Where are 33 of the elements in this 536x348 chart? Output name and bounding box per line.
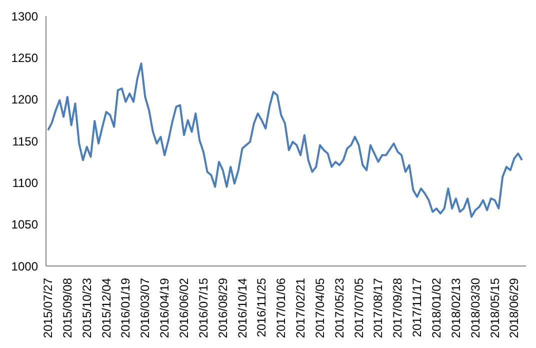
y-tick-label: 1150 [12, 134, 38, 148]
x-tick-label: 2017/07/05 [352, 278, 366, 338]
x-tick-label: 2017/11/17 [410, 278, 424, 338]
x-tick-label: 2018/05/15 [488, 278, 502, 338]
x-tick-label: 2015/09/08 [60, 278, 74, 338]
y-tick-label: 1050 [11, 218, 38, 232]
x-tick-label: 2015/07/27 [41, 278, 55, 338]
x-tick-label: 2018/02/13 [448, 278, 463, 338]
line-series [47, 62, 523, 218]
x-tick-label: 2016/04/19 [158, 278, 172, 338]
x-tick-label: 2016/06/02 [176, 278, 191, 338]
x-tick-label: 2018/01/02 [430, 278, 444, 338]
x-tick-label: 2017/05/23 [332, 278, 346, 338]
y-tick-label: 1100 [12, 176, 38, 190]
x-tick-label: 2017/01/06 [274, 278, 288, 338]
x-tick-label: 2015/10/23 [80, 278, 94, 338]
x-tick-label: 2018/03/30 [468, 278, 482, 338]
y-tick-label: 1300 [11, 9, 38, 24]
x-tick-label: 2016/11/25 [254, 278, 269, 338]
x-tick-label: 2018/06/29 [507, 278, 522, 338]
y-tick-label: 1250 [11, 50, 38, 65]
y-tick-label: 1200 [11, 92, 38, 107]
x-tick-label: 2016/07/15 [196, 278, 210, 338]
x-tick-label: 2015/12/04 [99, 278, 114, 338]
x-tick-label: 2016/03/07 [138, 278, 152, 338]
x-tick-label: 2017/08/17 [371, 278, 386, 338]
x-tick-label: 2017/09/28 [390, 278, 405, 338]
x-tick-label: 2016/10/14 [235, 278, 250, 338]
y-tick-label: 1000 [11, 259, 38, 274]
x-tick-label: 2016/01/19 [118, 278, 133, 338]
x-tick-label: 2017/04/05 [312, 278, 327, 338]
x-tick-label: 2016/08/29 [216, 278, 230, 338]
x-tick-label: 2017/02/21 [294, 278, 308, 338]
